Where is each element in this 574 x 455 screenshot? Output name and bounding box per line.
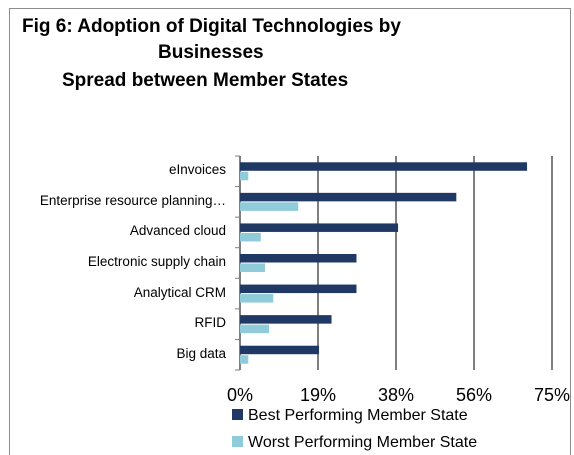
category-label: Analytical CRM <box>133 284 226 300</box>
x-tick-label: 38% <box>377 385 415 405</box>
legend-swatch-worst <box>232 436 243 447</box>
bar-best-2 <box>240 223 399 232</box>
x-tick-label: 56% <box>455 385 493 405</box>
legend-item-best: Best Performing Member State <box>232 407 468 425</box>
legend-label-worst: Worst Performing Member State <box>248 434 478 451</box>
bar-worst-2 <box>240 232 261 242</box>
chart-title-line-3: Spread between Member States <box>62 70 349 91</box>
x-tick-label: 75% <box>533 385 571 405</box>
chart-title-line-2: Businesses <box>158 42 264 63</box>
category-label: Electronic supply chain <box>87 254 226 269</box>
bar-worst-6 <box>240 355 249 364</box>
bar-best-4 <box>240 284 357 294</box>
chart-title-line-1: Fig 6: Adoption of Digital Technologies … <box>22 16 401 37</box>
bar-best-5 <box>240 315 332 324</box>
legend-swatch-best <box>232 409 243 420</box>
bar-best-1 <box>240 192 457 202</box>
bar-worst-5 <box>240 324 270 334</box>
bar-worst-3 <box>240 263 265 272</box>
bar-best-3 <box>240 254 357 263</box>
x-tick-label: 19% <box>299 385 337 405</box>
bar-worst-4 <box>240 294 274 303</box>
bar-best-0 <box>240 162 528 171</box>
category-label: Enterprise resource planning… <box>39 192 226 208</box>
category-label: Big data <box>176 345 226 361</box>
x-tick-label: 0% <box>226 385 254 405</box>
bar-best-6 <box>240 345 320 355</box>
category-label: RFID <box>194 315 227 331</box>
legend-item-worst: Worst Performing Member State <box>232 434 477 452</box>
legend-label-best: Best Performing Member State <box>248 407 468 424</box>
category-label: eInvoices <box>168 162 226 178</box>
bar-worst-0 <box>240 171 249 181</box>
bar-worst-1 <box>240 202 299 211</box>
category-label: Advanced cloud <box>129 223 226 239</box>
